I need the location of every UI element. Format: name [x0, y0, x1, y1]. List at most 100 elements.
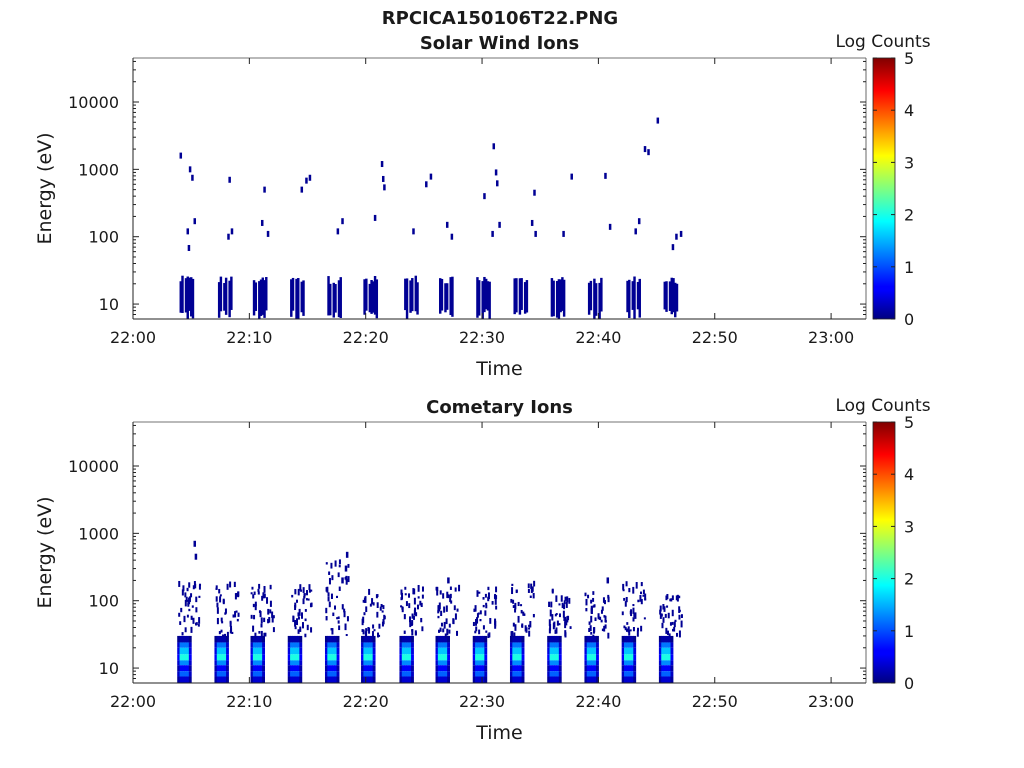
data-cell [527, 583, 530, 589]
data-cell [518, 278, 522, 315]
data-cell [512, 660, 516, 666]
data-cell [259, 671, 263, 677]
data-cell [444, 642, 448, 648]
data-cell [304, 608, 307, 612]
data-cell [376, 602, 379, 608]
data-point [193, 540, 197, 547]
data-cell [482, 604, 485, 608]
data-cell [331, 665, 335, 672]
data-cell [292, 616, 295, 622]
data-cell [257, 676, 261, 683]
x-axis-label: Time [475, 722, 523, 744]
data-cell [224, 633, 227, 637]
data-cell [554, 635, 558, 643]
data-cell [324, 671, 328, 677]
data-point [643, 146, 647, 153]
data-cell [310, 602, 313, 607]
data-cell [327, 665, 331, 672]
data-cell [181, 632, 184, 636]
data-cell [519, 665, 523, 672]
data-cell [361, 647, 364, 655]
data-cell [444, 665, 448, 672]
data-cell [334, 605, 337, 610]
data-cell [478, 591, 481, 594]
data-cell [485, 630, 488, 633]
data-cell [630, 671, 634, 677]
data-cell [337, 616, 340, 619]
data-cell [401, 635, 405, 643]
data-point [336, 228, 340, 235]
data-cell [665, 665, 669, 672]
data-cell [514, 665, 518, 672]
data-cell [452, 618, 455, 624]
data-cell [628, 660, 632, 666]
data-cell [447, 642, 450, 648]
data-cell [404, 671, 407, 677]
data-cell [661, 635, 665, 643]
data-cell [365, 278, 368, 311]
data-cell [640, 625, 643, 632]
data-point [530, 219, 534, 226]
data-cell [192, 617, 195, 624]
colorbar-tick-label: 2 [904, 570, 914, 589]
data-cell [590, 607, 593, 614]
data-cell [290, 635, 293, 643]
data-cell [475, 647, 478, 655]
data-cell [591, 671, 595, 677]
data-cell [214, 654, 218, 661]
data-cell [216, 671, 220, 677]
data-cell [554, 642, 558, 648]
data-cell [216, 665, 220, 672]
data-cell [334, 671, 338, 677]
data-cell [226, 583, 229, 590]
data-cell [295, 278, 298, 319]
data-cell [299, 676, 303, 683]
data-cell [226, 654, 229, 661]
data-cell [558, 671, 562, 677]
data-cell [252, 647, 256, 655]
data-cell [187, 603, 190, 607]
data-cell [669, 622, 672, 626]
data-cell [221, 676, 225, 683]
data-cell [255, 676, 259, 683]
data-cell [482, 671, 485, 677]
data-cell [287, 642, 291, 648]
data-cell [449, 586, 452, 590]
data-cell [589, 660, 592, 666]
data-cell [365, 635, 369, 643]
data-cell [399, 647, 403, 655]
data-cell [484, 278, 488, 310]
data-cell [223, 654, 227, 661]
data-cell [458, 584, 461, 592]
data-cell [476, 590, 479, 597]
data-cell [588, 628, 591, 633]
data-cell [661, 654, 665, 661]
data-cell [593, 635, 597, 643]
data-cell [550, 601, 553, 608]
data-cell [591, 660, 595, 666]
data-cell [510, 598, 513, 603]
data-cell [661, 676, 665, 683]
data-cell [287, 635, 291, 643]
data-point [570, 173, 573, 180]
data-cell [409, 280, 412, 313]
solar-wind-panel: Solar Wind Ions 22:00 22:10 22:20 22:30 22:40… [34, 32, 931, 380]
data-cell [435, 642, 439, 648]
data-cell [181, 589, 184, 596]
data-cell [442, 635, 446, 643]
data-cell [475, 635, 478, 643]
data-cell [336, 671, 340, 677]
data-cell [336, 617, 339, 620]
data-cell [599, 616, 602, 621]
data-cell [368, 654, 371, 661]
data-cell [623, 676, 627, 683]
data-cell [628, 279, 631, 318]
data-cell [596, 665, 599, 672]
data-point [604, 172, 607, 179]
data-point [186, 228, 190, 235]
data-cell [586, 635, 590, 643]
data-cell [297, 676, 300, 683]
data-cell [670, 660, 674, 666]
data-cell [547, 642, 551, 648]
